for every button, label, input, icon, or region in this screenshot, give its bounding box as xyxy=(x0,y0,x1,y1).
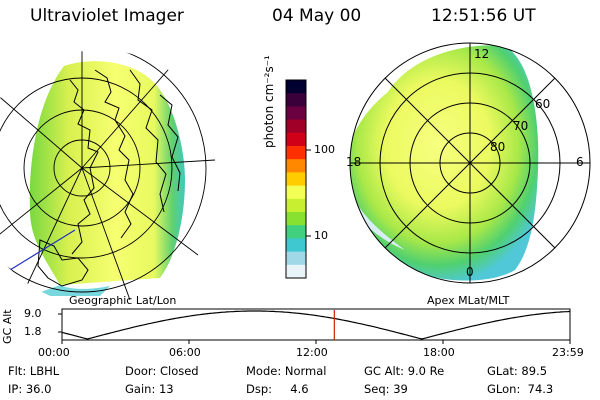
info-gain: Gain: 13 xyxy=(125,382,174,396)
colorbar-band xyxy=(286,225,306,239)
plot-xtick-1800: 18:00 xyxy=(423,346,455,359)
mlt-label-6: 6 xyxy=(576,155,584,169)
mlt-image xyxy=(349,42,591,284)
colorbar-band xyxy=(286,264,306,279)
mlt-label-0: 0 xyxy=(466,265,474,279)
mlt-label-18: 18 xyxy=(346,155,362,169)
info-seq: Seq: 39 xyxy=(364,382,408,396)
colorbar xyxy=(286,80,306,279)
plot-xtick-2359: 23:59 xyxy=(552,346,584,359)
colorbar-tick-100: 100 xyxy=(314,143,335,156)
colorbar-band xyxy=(286,212,306,226)
plot-frame xyxy=(61,308,571,341)
colorbar-band xyxy=(286,172,306,187)
colorbar-band xyxy=(286,93,306,107)
colorbar-band xyxy=(286,185,306,200)
info-mode: Mode: Normal xyxy=(246,364,327,378)
info-door: Door: Closed xyxy=(125,364,199,378)
mlat-label-70: 70 xyxy=(513,119,529,133)
geo-grid xyxy=(0,50,216,301)
plot-xtick-0000: 00:00 xyxy=(38,346,70,359)
colorbar-band xyxy=(286,238,306,253)
info-ip: IP: 36.0 xyxy=(8,382,52,396)
plot-xtick-1200: 12:00 xyxy=(296,346,328,359)
plot-ytick-high: 9.0 xyxy=(24,307,42,320)
aurora-emission xyxy=(29,61,185,285)
colorbar-band xyxy=(286,119,306,134)
colorbar-band xyxy=(286,146,306,160)
mlt-label-12: 12 xyxy=(474,47,490,61)
geographic-image xyxy=(0,50,216,301)
info-glat: GLat: 89.5 xyxy=(487,364,548,378)
altitude-curve xyxy=(61,310,571,340)
colorbar-band xyxy=(286,106,306,121)
geo-panel-label: Geographic Lat/Lon xyxy=(69,294,177,307)
coastline xyxy=(69,79,99,255)
mlat-label-60: 60 xyxy=(535,97,551,111)
info-filter: Flt: LBHL xyxy=(8,364,60,378)
info-glon: GLon: 74.3 xyxy=(487,382,554,396)
colorbar-band xyxy=(286,80,306,94)
plot-ytick-low: 1.8 xyxy=(24,325,42,338)
app-title: Ultraviolet Imager xyxy=(30,6,184,26)
colorbar-frame xyxy=(285,79,307,279)
header-time: 12:51:56 UT xyxy=(431,6,536,26)
altitude-plot xyxy=(58,308,571,344)
colorbar-band xyxy=(286,132,306,147)
colorbar-band xyxy=(286,251,306,266)
mlat-label-80: 80 xyxy=(490,140,506,154)
plot-xtick-0600: 06:00 xyxy=(169,346,201,359)
mlt-grid xyxy=(349,42,591,284)
header-date: 04 May 00 xyxy=(272,6,362,26)
colorbar-tick-10: 10 xyxy=(314,229,328,242)
plot-ylabel: GC Alt xyxy=(1,309,14,344)
info-dsp: Dsp: 4.6 xyxy=(246,382,309,396)
mlt-panel-label: Apex MLat/MLT xyxy=(427,294,510,307)
info-gc-alt: GC Alt: 9.0 Re xyxy=(364,364,445,378)
colorbar-band xyxy=(286,198,306,213)
colorbar-band xyxy=(286,159,306,173)
colorbar-unit-label: photon cm⁻²s⁻¹ xyxy=(262,55,276,148)
